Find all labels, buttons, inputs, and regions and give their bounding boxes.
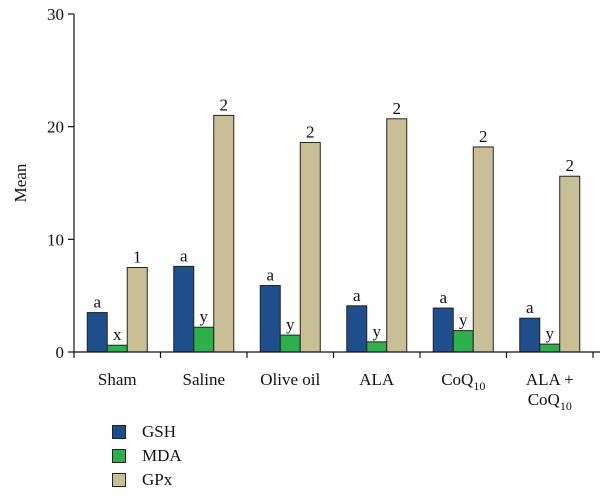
bar-annotation-gsh: a (526, 298, 534, 317)
x-tick-label-line2: CoQ10 (528, 390, 572, 413)
bar-annotation-gsh: a (180, 246, 188, 265)
x-tick-label: CoQ10 (441, 370, 485, 393)
bar-annotation-gpx: 1 (133, 248, 142, 267)
legend-item-gpx: GPx (112, 468, 182, 492)
bar-annotation-gpx: 2 (479, 127, 488, 146)
y-tick-label: 0 (56, 343, 65, 362)
bar-mda (106, 344, 128, 353)
legend-swatch-gsh (112, 425, 126, 439)
legend: GSH MDA GPx (112, 420, 182, 492)
y-tick-label: 30 (47, 5, 64, 24)
bar-mda (366, 341, 388, 353)
legend-label-gsh: GSH (142, 422, 177, 441)
bar-mda (193, 326, 215, 353)
y-tick-label: 10 (47, 230, 64, 249)
bar-annotation-mda: y (200, 307, 209, 326)
bar-gpx (126, 267, 148, 353)
bars-group (86, 114, 581, 353)
bar-annotation-gpx: 2 (220, 95, 229, 114)
bar-gpx (559, 175, 581, 353)
bar-gpx (299, 141, 321, 353)
bar-gpx (472, 146, 494, 353)
x-tick-label: Olive oil (260, 370, 320, 389)
legend-item-mda: MDA (112, 444, 182, 468)
bar-mda (539, 343, 561, 353)
bar-gsh (432, 307, 454, 353)
bar-mda (452, 330, 474, 353)
y-tick-label: 20 (47, 118, 64, 137)
bar-annotation-mda: y (286, 315, 295, 334)
legend-label-gpx: GPx (142, 470, 173, 489)
bar-annotation-mda: y (546, 324, 555, 343)
bar-annotation-gpx: 2 (306, 122, 315, 141)
y-ticks-group: 0 10 20 30 (47, 5, 74, 362)
x-tick-label: Sham (98, 370, 137, 389)
bar-annotation-gsh: a (266, 266, 274, 285)
x-tick-label: ALA (359, 370, 395, 389)
legend-swatch-gpx (112, 473, 126, 487)
bar-annotation-gsh: a (439, 288, 447, 307)
bar-annotation-mda: y (373, 322, 382, 341)
legend-item-gsh: GSH (112, 420, 182, 444)
y-axis-label: Mean (11, 163, 30, 202)
legend-swatch-mda (112, 449, 126, 463)
x-ticks-group: Sham Saline Olive oil ALA CoQ10 ALA +CoQ10 (73, 352, 594, 413)
legend-label-mda: MDA (142, 446, 182, 465)
x-tick-label: ALA + (526, 370, 574, 389)
bar-gpx (386, 118, 408, 353)
bar-gpx (213, 114, 235, 353)
bar-gsh (86, 312, 108, 353)
bar-annotation-mda: y (459, 311, 468, 330)
bar-annotation-gsh: a (353, 286, 361, 305)
bar-annotation-gsh: a (93, 293, 101, 312)
bar-annotation-gpx: 2 (393, 99, 402, 118)
bar-gsh (259, 285, 281, 353)
bar-annotation-mda: x (113, 325, 122, 344)
bar-gsh (346, 305, 368, 353)
bar-annotation-gpx: 2 (566, 156, 575, 175)
bar-gsh (519, 317, 541, 353)
x-tick-label: Saline (183, 370, 226, 389)
bar-gsh (173, 265, 195, 353)
bar-mda (279, 334, 301, 353)
